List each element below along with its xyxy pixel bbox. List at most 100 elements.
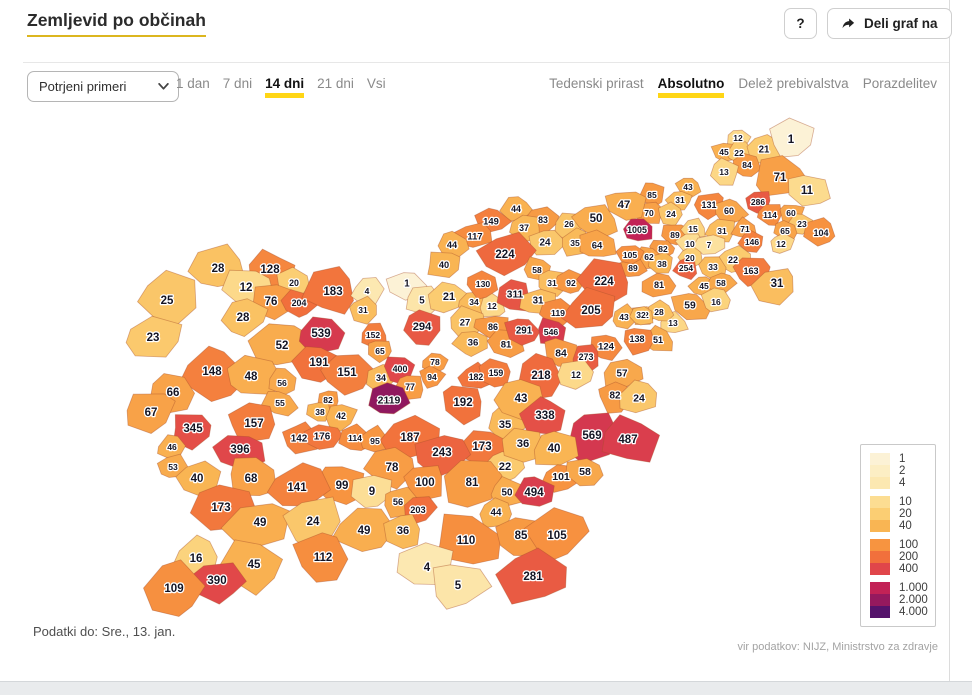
municipality-region[interactable] (298, 316, 346, 355)
municipality-region[interactable] (349, 295, 377, 325)
municipality-region[interactable] (615, 245, 645, 265)
municipality-region[interactable] (126, 393, 176, 434)
municipality-region[interactable] (647, 251, 673, 274)
municipality-region[interactable] (427, 251, 461, 279)
municipality-count: 100 (415, 477, 434, 489)
legend-swatch (870, 594, 890, 606)
share-button[interactable]: Deli graf na (827, 8, 952, 39)
view-tab-dele-prebivalstva[interactable]: Delež prebivalstva (738, 76, 849, 91)
municipality-region[interactable] (803, 217, 836, 247)
municipality-region[interactable] (769, 117, 815, 158)
municipality-count: 203 (410, 505, 425, 515)
municipality-region[interactable] (737, 229, 764, 253)
municipality-region[interactable] (504, 318, 541, 346)
municipality-region[interactable] (674, 177, 702, 200)
municipality-region[interactable] (499, 196, 535, 222)
municipality-region[interactable] (700, 287, 731, 313)
municipality-count: 31 (717, 226, 727, 236)
municipality-count: 84 (555, 349, 567, 360)
municipality-region[interactable] (312, 466, 365, 506)
legend-row: 400 (870, 563, 927, 575)
municipality-count: 28 (212, 263, 225, 275)
municipality-region[interactable] (672, 255, 698, 281)
municipality-region[interactable] (217, 539, 284, 596)
municipality-region[interactable] (303, 424, 343, 450)
range-tab-21-dni[interactable]: 21 dni (317, 76, 354, 91)
municipality-region[interactable] (622, 218, 653, 242)
municipality-region[interactable] (619, 379, 658, 414)
municipality-region[interactable] (367, 340, 392, 364)
municipality-region[interactable] (427, 281, 469, 314)
municipality-count: 56 (277, 378, 287, 388)
municipality-region[interactable] (479, 497, 513, 529)
municipality-count: 68 (245, 473, 258, 485)
municipality-region[interactable] (714, 198, 750, 227)
municipality-region[interactable] (227, 402, 276, 444)
bottom-scroll-strip[interactable] (0, 681, 972, 695)
municipality-region[interactable] (156, 453, 190, 478)
municipality-region[interactable] (565, 458, 604, 487)
municipality-count: 40 (548, 443, 561, 455)
municipality-region[interactable] (266, 462, 332, 507)
municipality-region[interactable] (301, 266, 354, 315)
range-tab-1-dan[interactable]: 1 dan (176, 76, 210, 91)
municipality-count: 49 (358, 525, 371, 537)
municipality-count: 110 (457, 535, 476, 547)
municipality-region[interactable] (560, 286, 616, 329)
municipality-count: 12 (733, 133, 743, 143)
view-tab-tedenski-prirast[interactable]: Tedenski prirast (549, 76, 644, 91)
municipality-region[interactable] (268, 367, 297, 396)
range-tab-vsi[interactable]: Vsi (366, 76, 386, 91)
municipality-region[interactable] (601, 414, 661, 463)
header-divider (23, 62, 950, 63)
municipality-region[interactable] (125, 315, 183, 358)
municipality-region[interactable] (579, 229, 617, 257)
municipality-region[interactable] (709, 157, 739, 186)
municipality-region[interactable] (629, 306, 654, 326)
municipality-region[interactable] (623, 327, 655, 356)
municipality-region[interactable] (403, 465, 443, 500)
municipality-region[interactable] (419, 365, 447, 389)
municipality-region[interactable] (750, 268, 794, 306)
legend-row: 4.000 (870, 606, 928, 618)
municipality-region[interactable] (475, 231, 537, 277)
municipality-region[interactable] (556, 359, 594, 390)
legend-swatch (870, 508, 890, 520)
municipality-region[interactable] (533, 430, 579, 466)
municipality-region[interactable] (220, 298, 269, 338)
view-tab-porazdelitev[interactable]: Porazdelitev (862, 76, 937, 91)
municipality-region[interactable] (443, 460, 503, 508)
range-tab-7-dni[interactable]: 7 dni (222, 76, 253, 91)
municipality-region[interactable] (220, 503, 291, 547)
municipality-region[interactable] (143, 559, 206, 617)
municipality-region[interactable] (292, 532, 349, 583)
municipality-region[interactable] (442, 385, 482, 426)
municipality-region[interactable] (432, 564, 493, 610)
municipality-region[interactable] (173, 414, 212, 451)
municipality-region[interactable] (350, 474, 393, 509)
municipality-region[interactable] (641, 272, 677, 298)
municipality-count: 28 (654, 307, 664, 317)
municipality-region[interactable] (788, 175, 831, 207)
help-button[interactable]: ? (784, 8, 817, 39)
municipality-region[interactable] (466, 270, 499, 300)
municipality-region[interactable] (403, 309, 441, 346)
municipality-region[interactable] (756, 204, 782, 226)
municipality-count: 89 (670, 230, 680, 240)
view-tab-absolutno[interactable]: Absolutno (657, 76, 725, 98)
municipality-region[interactable] (495, 547, 567, 605)
municipality-count: 12 (776, 239, 786, 249)
municipality-region[interactable] (306, 402, 331, 422)
municipality-region[interactable] (514, 476, 555, 507)
municipality-region[interactable] (604, 191, 647, 221)
municipality-count: 1 (788, 134, 795, 146)
municipality-region[interactable] (451, 331, 488, 358)
municipality-count: 546 (544, 327, 559, 337)
municipality-region[interactable] (383, 513, 421, 550)
range-tab-14-dni[interactable]: 14 dni (265, 76, 305, 98)
metric-select[interactable]: Potrjeni primeri (27, 71, 179, 102)
municipality-region[interactable] (770, 232, 796, 254)
municipality-region[interactable] (478, 358, 511, 388)
municipality-region[interactable] (368, 382, 411, 415)
municipality-count: 81 (466, 477, 479, 489)
